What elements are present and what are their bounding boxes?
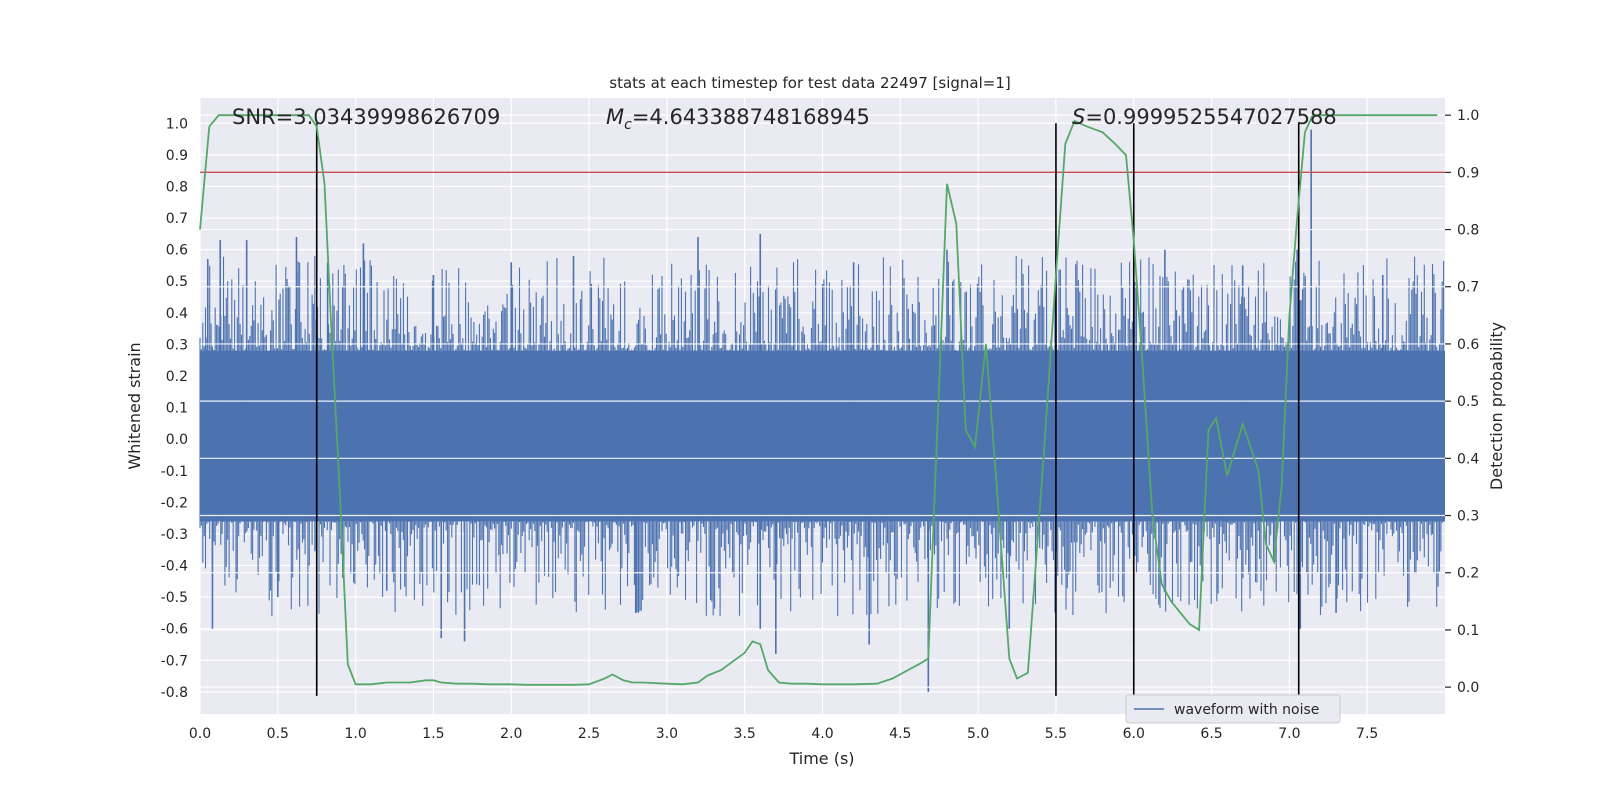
y-tick-label: 0.8 — [166, 179, 188, 195]
y-tick-label: 0.4 — [166, 306, 188, 322]
chirp-mass-symbol: M — [606, 105, 624, 129]
x-tick-label: 6.0 — [1123, 726, 1145, 742]
x-tick-label: 2.5 — [578, 726, 600, 742]
chart-title: stats at each timestep for test data 224… — [609, 74, 1010, 92]
x-tick-label: 6.5 — [1200, 726, 1222, 742]
y-tick-label: 0.2 — [166, 369, 188, 385]
probability-series — [199, 114, 1438, 686]
y-tick-label: 0.5 — [166, 274, 188, 290]
y-tick-label: 1.0 — [166, 116, 188, 132]
x-tick-label: 1.0 — [344, 726, 366, 742]
y-axis-label: Whitened strain — [125, 342, 144, 469]
right-y-tick-label: 0.2 — [1457, 566, 1479, 582]
legend-label: waveform with noise — [1174, 702, 1319, 718]
y-tick-label: 0.9 — [166, 148, 188, 164]
right-y-tick-label: 0.8 — [1457, 223, 1479, 239]
y-tick-label: -0.2 — [161, 495, 188, 511]
x-tick-label: 3.5 — [734, 726, 756, 742]
snr-annotation: SNR=3.03439998626709 — [232, 105, 500, 129]
x-tick-label: 1.5 — [422, 726, 444, 742]
right-y-tick-label: 0.0 — [1457, 680, 1479, 696]
x-tick-label: 7.0 — [1278, 726, 1300, 742]
chirp-mass-annotation: Mc=4.643388748168945 — [606, 105, 870, 133]
right-y-tick-label: 0.6 — [1457, 337, 1479, 353]
x-tick-label: 3.0 — [656, 726, 678, 742]
right-y-tick-label: 0.7 — [1457, 280, 1479, 296]
right-y-tick-label: 0.3 — [1457, 509, 1479, 525]
y-tick-label: -0.5 — [161, 590, 188, 606]
y-tick-label: -0.1 — [161, 464, 188, 480]
y-axis-ticks: 1.0 0.9 0.8 0.7 0.6 0.5 0.4 0.3 0.2 0.1 0.0 -0.1 -0.… — [161, 116, 188, 701]
y-tick-label: 0.7 — [166, 211, 188, 227]
y-tick-label: 0.0 — [166, 432, 188, 448]
waveform-spikes — [199, 256, 1445, 616]
score-symbol: S — [1072, 105, 1085, 129]
score-value: =0.9999525547027588 — [1085, 105, 1336, 129]
x-tick-label: 5.0 — [967, 726, 989, 742]
x-tick-label: 0.5 — [267, 726, 289, 742]
x-axis-label: Time (s) — [788, 749, 854, 768]
x-tick-label: 4.5 — [889, 726, 911, 742]
y-tick-label: -0.8 — [161, 685, 188, 701]
legend-box — [1125, 694, 1341, 724]
chirp-mass-value: =4.643388748168945 — [632, 105, 870, 129]
chirp-mass-subscript: c — [624, 117, 632, 133]
right-y-axis-label: Detection probability — [1487, 322, 1506, 490]
right-y-tick-label: 0.1 — [1457, 623, 1479, 639]
y-tick-label: 0.3 — [166, 337, 188, 353]
probability-line — [199, 114, 1438, 686]
x-axis-ticks: 0.0 0.5 1.0 1.5 2.0 2.5 3.0 3.5 4.0 4.5 5.0 5.5 6.0 6… — [189, 726, 1378, 742]
right-y-tick-label: 0.5 — [1457, 394, 1479, 410]
right-y-tick-label: 0.9 — [1457, 165, 1479, 181]
right-axis-grid — [200, 114, 1445, 688]
y-tick-label: -0.6 — [161, 622, 188, 638]
right-y-tick-label: 0.4 — [1457, 451, 1479, 467]
y-tick-label: -0.3 — [161, 527, 188, 543]
x-tick-label: 7.5 — [1356, 726, 1378, 742]
score-annotation: S=0.9999525547027588 — [1072, 105, 1337, 129]
y-tick-label: -0.4 — [161, 559, 188, 575]
y-tick-label: 0.1 — [166, 401, 188, 417]
x-tick-label: 2.0 — [500, 726, 522, 742]
legend: waveform with noise — [1125, 694, 1341, 724]
right-y-axis-ticks: 1.0 0.9 0.8 0.7 0.6 0.5 0.4 0.3 0.2 0.1 0.0 — [1445, 108, 1479, 696]
y-tick-label: 0.6 — [166, 243, 188, 259]
y-tick-label: -0.7 — [161, 653, 188, 669]
x-tick-label: 4.0 — [811, 726, 833, 742]
marker-lines — [315, 123, 1300, 696]
right-y-tick-label: 1.0 — [1457, 108, 1479, 124]
x-tick-label: 5.5 — [1045, 726, 1067, 742]
x-tick-label: 0.0 — [189, 726, 211, 742]
